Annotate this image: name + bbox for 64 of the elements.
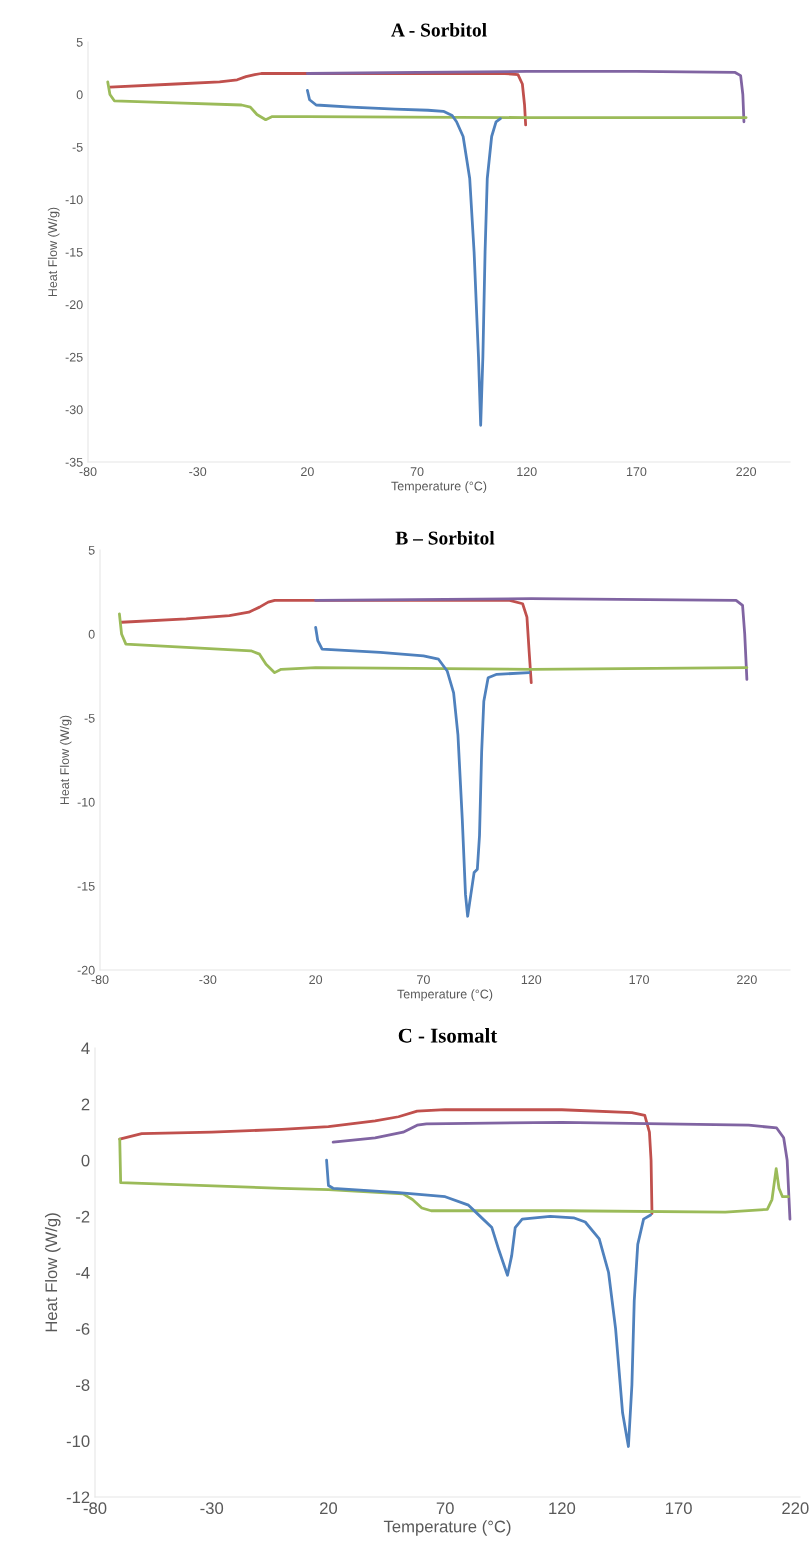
line-series bbox=[118, 1108, 654, 1215]
x-tick-label: 120 bbox=[521, 975, 542, 985]
x-tick-label: 220 bbox=[782, 1502, 809, 1515]
chart-title: C - Isomalt bbox=[398, 1027, 498, 1043]
line-series bbox=[305, 70, 746, 124]
x-tick-label: 170 bbox=[626, 467, 647, 477]
y-tick-label: -10 bbox=[65, 195, 83, 205]
x-tick-label: -30 bbox=[199, 975, 217, 985]
x-tick-label: 170 bbox=[665, 1502, 692, 1515]
y-tick-label: 0 bbox=[88, 629, 95, 639]
y-tick-label: -10 bbox=[66, 1435, 90, 1448]
y-tick-label: 0 bbox=[81, 1154, 90, 1167]
x-tick-label: 170 bbox=[629, 975, 649, 985]
y-axis-title: Heat Flow (W/g) bbox=[59, 715, 72, 805]
x-tick-label: -80 bbox=[83, 1502, 107, 1515]
chart-title: A - Sorbitol bbox=[391, 22, 487, 37]
line-series bbox=[314, 625, 531, 918]
x-tick-label: 20 bbox=[320, 1502, 338, 1515]
x-tick-label: 70 bbox=[417, 975, 430, 985]
y-tick-label: -20 bbox=[77, 965, 95, 975]
x-tick-label: 70 bbox=[436, 1502, 454, 1515]
chart-title: B – Sorbitol bbox=[395, 530, 495, 545]
x-axis-title: Temperature (°C) bbox=[391, 481, 487, 493]
y-axis-title: Heat Flow (W/g) bbox=[44, 1213, 61, 1332]
line-series bbox=[305, 88, 502, 427]
y-tick-label: 4 bbox=[81, 1042, 90, 1055]
x-tick-label: 220 bbox=[737, 975, 757, 985]
x-axis-title: Temperature (°C) bbox=[383, 1520, 511, 1536]
y-tick-label: -5 bbox=[84, 713, 95, 723]
y-tick-label: -12 bbox=[66, 1491, 90, 1504]
line-series bbox=[331, 1120, 792, 1221]
x-tick-label: -80 bbox=[91, 975, 109, 985]
y-tick-label: 5 bbox=[88, 545, 95, 555]
y-tick-label: -15 bbox=[77, 881, 95, 891]
y-tick-label: -2 bbox=[76, 1210, 90, 1223]
x-tick-label: 70 bbox=[410, 467, 424, 477]
y-tick-label: -4 bbox=[76, 1267, 90, 1279]
y-tick-label: -8 bbox=[76, 1379, 90, 1391]
y-tick-label: -20 bbox=[65, 300, 83, 310]
y-tick-label: 0 bbox=[76, 90, 83, 100]
y-tick-label: -6 bbox=[76, 1323, 90, 1335]
x-tick-label: 20 bbox=[309, 975, 323, 985]
line-series bbox=[106, 80, 748, 122]
x-tick-label: 120 bbox=[549, 1502, 576, 1515]
x-tick-label: 20 bbox=[301, 467, 314, 477]
y-tick-label: 5 bbox=[76, 37, 83, 47]
line-series bbox=[118, 612, 749, 675]
line-series bbox=[325, 1158, 652, 1448]
x-tick-label: -30 bbox=[189, 467, 207, 477]
line-series bbox=[314, 597, 749, 681]
y-tick-label: -25 bbox=[65, 352, 83, 362]
x-axis-title: Temperature (°C) bbox=[397, 989, 493, 1001]
y-tick-label: -15 bbox=[65, 247, 83, 257]
y-axis-title: Heat Flow (W/g) bbox=[47, 207, 60, 297]
x-tick-label: 120 bbox=[517, 467, 537, 477]
y-tick-label: 2 bbox=[81, 1098, 90, 1111]
x-tick-label: -30 bbox=[200, 1502, 224, 1515]
x-tick-label: -80 bbox=[79, 467, 97, 477]
y-tick-label: -35 bbox=[65, 457, 83, 467]
y-tick-label: -5 bbox=[72, 142, 83, 152]
line-series bbox=[118, 1137, 790, 1214]
y-tick-label: -30 bbox=[65, 405, 83, 415]
y-tick-label: -10 bbox=[77, 797, 95, 807]
x-tick-label: 220 bbox=[736, 467, 757, 477]
